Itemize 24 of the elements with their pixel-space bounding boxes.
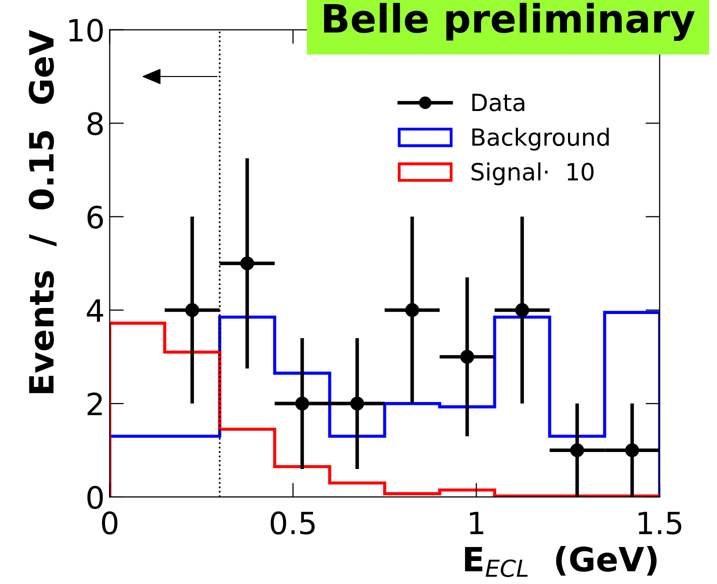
x-tick-label: 1 xyxy=(470,512,484,534)
chart-title: Belle preliminary xyxy=(324,2,695,41)
text: E$_{ECL}$ (GeV) xyxy=(465,546,657,578)
legend-label: Data xyxy=(472,94,524,112)
point xyxy=(625,443,640,458)
point xyxy=(405,303,420,318)
y-axis-title: Events / 0.15 GeV xyxy=(28,30,57,394)
point xyxy=(570,443,584,458)
point xyxy=(185,303,200,318)
y-tick-label: 0 xyxy=(87,486,103,510)
y-tick-label: 4 xyxy=(86,299,104,322)
y-tick-label: 6 xyxy=(88,206,103,229)
point xyxy=(240,256,254,270)
point xyxy=(460,350,474,364)
point xyxy=(515,303,530,318)
x-tick-label: 0.5 xyxy=(270,511,315,535)
y-tick-label: 2 xyxy=(88,392,102,416)
point xyxy=(350,396,364,410)
legend-label: Signal· 10 xyxy=(472,162,594,186)
point xyxy=(295,396,310,410)
y-tick-label: 8 xyxy=(87,112,103,136)
x-tick-label: 1.5 xyxy=(638,512,682,535)
legend-label: Background xyxy=(472,128,609,151)
y-tick-label: 10 xyxy=(69,18,103,42)
